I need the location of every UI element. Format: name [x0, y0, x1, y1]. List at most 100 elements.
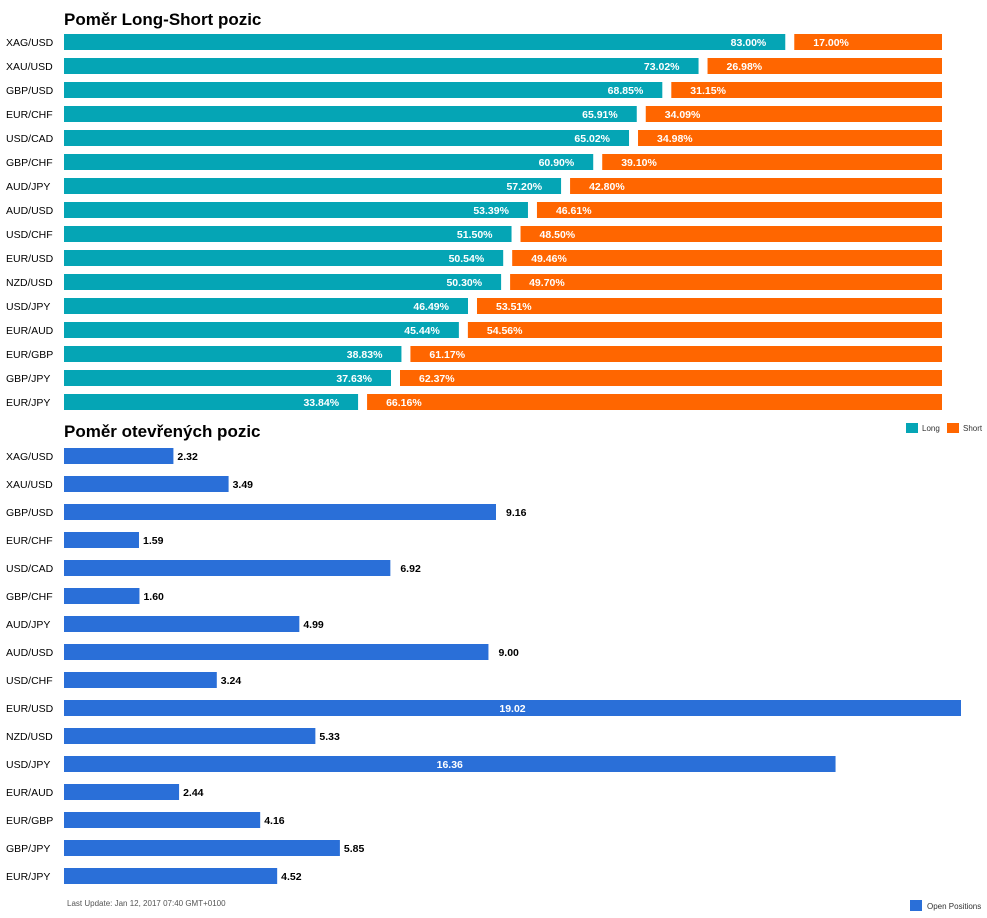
- chart2-category-eur-aud: EUR/AUD: [6, 787, 54, 799]
- chart1-bar-long-eur-jpy: [64, 394, 359, 410]
- chart2-category-eur-gbp: EUR/GBP: [6, 815, 53, 827]
- chart1-label-long-eur-aud: 45.44%: [404, 325, 440, 337]
- chart1-bar-long-usd-cad: [64, 130, 630, 146]
- chart2-category-nzd-usd: NZD/USD: [6, 731, 53, 743]
- chart1-label-short-aud-usd: 46.61%: [556, 205, 592, 217]
- chart1-bar-long-aud-usd: [64, 202, 528, 218]
- chart2-plot: XAG/USD 2.32 XAU/USD 3.49 GBP/USD 9.16 EUR/CHF…: [6, 448, 961, 884]
- chart1-bar-long-gbp-usd: [64, 82, 663, 98]
- chart2-category-eur-usd: EUR/USD: [6, 703, 54, 715]
- chart2-label-gbp-usd: 9.16: [506, 507, 527, 519]
- chart2-label-gbp-chf: 1.60: [143, 591, 164, 603]
- legend-short-swatch: [947, 423, 959, 433]
- chart2-category-usd-cad: USD/CAD: [6, 563, 54, 575]
- chart1-label-long-usd-cad: 65.02%: [574, 133, 610, 145]
- chart1-label-long-xag-usd: 83.00%: [731, 37, 767, 49]
- chart2-bar-usd-chf: [64, 672, 217, 688]
- chart1-label-short-gbp-chf: 39.10%: [621, 157, 657, 169]
- chart2-bar-eur-aud: [64, 784, 180, 800]
- chart1-bar-short-xau-usd: [707, 58, 942, 74]
- chart1-label-short-xau-usd: 26.98%: [727, 61, 763, 73]
- chart1-label-short-eur-aud: 54.56%: [487, 325, 523, 337]
- chart1-bar-short-gbp-chf: [602, 154, 942, 170]
- legend-long-label: Long: [922, 424, 940, 433]
- chart1-bar-long-eur-chf: [64, 106, 637, 122]
- chart1-bar-short-eur-usd: [512, 250, 942, 266]
- chart1-category-xag-usd: XAG/USD: [6, 37, 54, 49]
- chart1-bar-long-xag-usd: [64, 34, 786, 50]
- chart2-bar-gbp-usd: [64, 504, 496, 520]
- chart1-label-short-eur-gbp: 61.17%: [429, 349, 465, 361]
- chart2-label-eur-usd: 19.02: [499, 703, 525, 715]
- chart2-category-usd-chf: USD/CHF: [6, 675, 53, 687]
- chart1-bar-long-gbp-chf: [64, 154, 594, 170]
- chart2-bar-gbp-jpy: [64, 840, 340, 856]
- chart1-label-long-usd-jpy: 46.49%: [413, 301, 449, 313]
- chart1-bar-short-eur-chf: [645, 106, 942, 122]
- chart1-bar-long-usd-jpy: [64, 298, 468, 314]
- chart1-label-long-eur-gbp: 38.83%: [347, 349, 383, 361]
- chart1-category-gbp-usd: GBP/USD: [6, 85, 54, 97]
- chart1-category-usd-cad: USD/CAD: [6, 133, 54, 145]
- chart1-label-short-usd-chf: 48.50%: [540, 229, 576, 241]
- chart1-label-long-aud-jpy: 57.20%: [506, 181, 542, 193]
- chart2-label-eur-aud: 2.44: [183, 787, 204, 799]
- chart1-bar-long-aud-jpy: [64, 178, 562, 194]
- chart1-bar-short-eur-aud: [467, 322, 942, 338]
- chart2-label-nzd-usd: 5.33: [319, 731, 340, 743]
- chart2-category-xau-usd: XAU/USD: [6, 479, 53, 491]
- legend-open-swatch: [910, 900, 922, 911]
- chart1-label-short-usd-jpy: 53.51%: [496, 301, 532, 313]
- chart1-label-long-gbp-chf: 60.90%: [539, 157, 575, 169]
- chart2-category-eur-chf: EUR/CHF: [6, 535, 53, 547]
- chart2-bar-eur-usd: [64, 700, 961, 716]
- chart1-bar-short-aud-jpy: [570, 178, 942, 194]
- chart1-bar-short-nzd-usd: [510, 274, 942, 290]
- chart2-category-gbp-chf: GBP/CHF: [6, 591, 53, 603]
- chart2-label-usd-chf: 3.24: [221, 675, 242, 687]
- chart2-bar-xau-usd: [64, 476, 229, 492]
- chart1-category-eur-jpy: EUR/JPY: [6, 397, 50, 409]
- chart2-bar-eur-gbp: [64, 812, 261, 828]
- chart2-category-usd-jpy: USD/JPY: [6, 759, 50, 771]
- chart1-bar-long-nzd-usd: [64, 274, 502, 290]
- chart2-bar-usd-cad: [64, 560, 391, 576]
- chart1-category-nzd-usd: NZD/USD: [6, 277, 53, 289]
- legend-short-label: Short: [963, 424, 983, 433]
- chart1-bar-short-xag-usd: [794, 34, 942, 50]
- chart1-label-long-xau-usd: 73.02%: [644, 61, 680, 73]
- legend-long-swatch: [906, 423, 918, 433]
- chart2-bar-aud-jpy: [64, 616, 300, 632]
- chart1-label-long-usd-chf: 51.50%: [457, 229, 493, 241]
- chart1-label-short-gbp-jpy: 62.37%: [419, 373, 455, 385]
- chart1-bar-long-usd-chf: [64, 226, 512, 242]
- chart1-category-gbp-jpy: GBP/JPY: [6, 373, 50, 385]
- chart1-label-short-eur-usd: 49.46%: [531, 253, 567, 265]
- chart2-bar-gbp-chf: [64, 588, 140, 604]
- chart1-bar-short-usd-chf: [520, 226, 942, 242]
- chart1-bar-short-eur-jpy: [367, 394, 943, 410]
- chart2-bar-nzd-usd: [64, 728, 316, 744]
- chart1-bar-long-xau-usd: [64, 58, 699, 74]
- legend-top: Long Short: [906, 423, 983, 433]
- chart2-label-aud-usd: 9.00: [498, 647, 519, 659]
- chart1-category-eur-aud: EUR/AUD: [6, 325, 54, 337]
- chart1-bar-long-eur-usd: [64, 250, 504, 266]
- last-update-note: Last Update: Jan 12, 2017 07:40 GMT+0100: [67, 899, 226, 908]
- chart1-bar-short-eur-gbp: [410, 346, 942, 362]
- chart2-label-eur-jpy: 4.52: [281, 871, 302, 883]
- chart1-label-long-eur-chf: 65.91%: [582, 109, 618, 121]
- legend-bottom: Open Positions: [910, 900, 981, 911]
- chart1-category-eur-usd: EUR/USD: [6, 253, 54, 265]
- chart2-bar-xag-usd: [64, 448, 174, 464]
- chart1-bar-short-aud-usd: [536, 202, 942, 218]
- chart2-category-aud-jpy: AUD/JPY: [6, 619, 50, 631]
- chart1-bar-short-usd-cad: [638, 130, 942, 146]
- chart2-label-usd-cad: 6.92: [400, 563, 421, 575]
- chart1-label-long-aud-usd: 53.39%: [473, 205, 509, 217]
- chart2-category-xag-usd: XAG/USD: [6, 451, 54, 463]
- chart2-category-eur-jpy: EUR/JPY: [6, 871, 50, 883]
- chart2-label-eur-gbp: 4.16: [264, 815, 285, 827]
- chart1-bar-short-gbp-jpy: [400, 370, 942, 386]
- chart1-title: Poměr Long-Short pozic: [64, 10, 261, 29]
